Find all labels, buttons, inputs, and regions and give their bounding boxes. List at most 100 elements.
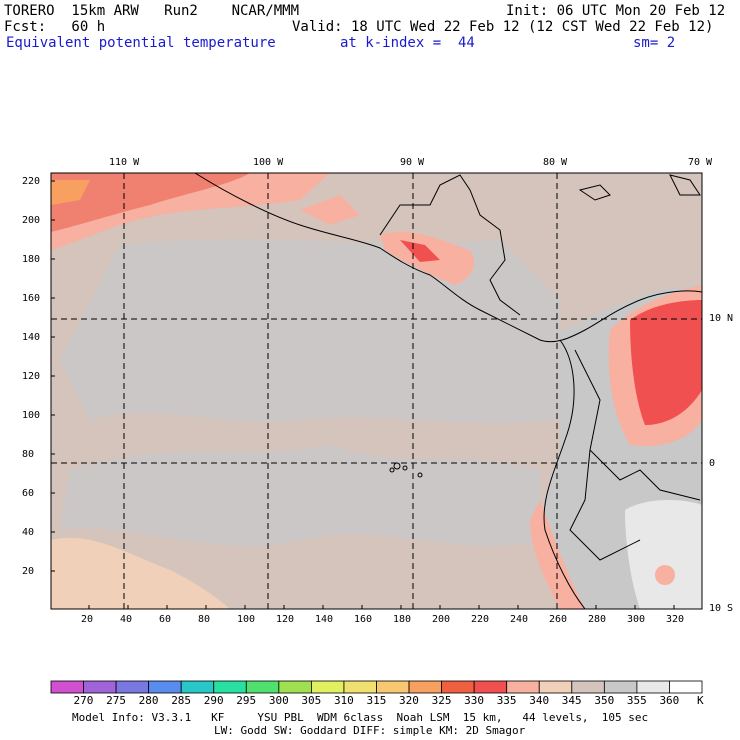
colorbar-cell xyxy=(571,680,605,694)
colorbar-label: 280 xyxy=(138,694,159,707)
high-theta-region xyxy=(625,500,702,609)
y-tick-label: 160 xyxy=(22,293,41,304)
x-tick-label: 100 xyxy=(237,614,256,625)
x-tick-label: 40 xyxy=(120,614,133,625)
colorbar-cell xyxy=(180,680,215,694)
colorbar-cell xyxy=(83,680,117,694)
x-tick-label: 260 xyxy=(549,614,568,625)
colorbar-unit: K xyxy=(697,694,704,707)
y-tick-marks xyxy=(51,180,55,572)
x-tick-label: 80 xyxy=(198,614,211,625)
x-tick-label: 220 xyxy=(471,614,490,625)
colorbar-label: 290 xyxy=(203,694,224,707)
colorbar-label: 335 xyxy=(496,694,517,707)
colorbar-cell xyxy=(636,680,670,694)
y-tick-label: 120 xyxy=(22,371,41,382)
warm-patch xyxy=(300,195,360,225)
colorbar-cell xyxy=(50,680,84,694)
lon-label-90w: 90 W xyxy=(400,157,425,168)
colorbar-label: 295 xyxy=(236,694,257,707)
x-tick-label: 240 xyxy=(510,614,529,625)
colorbar-cell xyxy=(538,680,573,694)
y-tick-label: 60 xyxy=(22,488,35,499)
lon-label-70w: 70 W xyxy=(688,157,713,168)
x-tick-label: 20 xyxy=(81,614,94,625)
lat-label-10n: 10 N xyxy=(709,313,734,324)
smoothing-info: sm= 2 xyxy=(633,35,676,51)
colorbar-label: 275 xyxy=(106,694,126,707)
warm-band-east xyxy=(630,300,702,425)
lon-label-110w: 110 W xyxy=(109,157,140,168)
warm-band xyxy=(51,173,250,232)
galapagos-island xyxy=(402,465,408,471)
colorbar-cell xyxy=(310,680,345,694)
x-tick-label: 300 xyxy=(627,614,646,625)
colorbar-cell xyxy=(473,680,508,694)
colorbar-cell xyxy=(115,680,150,694)
lat-label-0: 0 xyxy=(709,458,716,469)
colorbar-cell xyxy=(376,680,410,694)
galapagos-island xyxy=(417,472,423,478)
colorbar-label: 285 xyxy=(171,694,192,707)
x-tick-marks xyxy=(88,605,675,609)
colorbar-cell xyxy=(669,680,703,694)
colorbar-label: 310 xyxy=(333,694,354,707)
colorbar-cell xyxy=(213,680,247,694)
island xyxy=(578,184,611,201)
coastline xyxy=(569,449,641,561)
y-tick-label: 140 xyxy=(22,332,41,343)
y-tick-label: 180 xyxy=(22,254,41,265)
x-tick-label: 200 xyxy=(432,614,451,625)
model-info: Model Info: V3.3.1 KF YSU PBL WDM 6class… xyxy=(72,711,649,724)
colorbar-cell xyxy=(245,680,280,694)
colorbar-cell xyxy=(148,680,182,694)
colorbar-label: 345 xyxy=(561,694,582,707)
x-tick-label: 140 xyxy=(315,614,334,625)
x-tick-label: 180 xyxy=(393,614,412,625)
y-tick-label: 220 xyxy=(22,176,41,187)
galapagos-island xyxy=(389,467,395,473)
lon-label-100w: 100 W xyxy=(253,157,284,168)
colorbar-label: 360 xyxy=(659,694,680,707)
forecast-hour: Fcst: 60 h xyxy=(4,19,106,35)
lat-label-10s: 10 S xyxy=(709,603,734,614)
warm-patch xyxy=(400,240,440,262)
island xyxy=(669,174,701,196)
colorbar-label: 315 xyxy=(366,694,387,707)
colorbar-label: 270 xyxy=(73,694,94,707)
colorbar-cell xyxy=(408,680,442,694)
colorbar-label: 305 xyxy=(301,694,322,707)
colorbar-label: 350 xyxy=(594,694,615,707)
y-tick-label: 200 xyxy=(22,215,41,226)
warm-patch xyxy=(51,537,230,609)
coastline xyxy=(194,173,702,343)
valid-time: Valid: 18 UTC Wed 22 Feb 12 (12 CST Wed … xyxy=(292,19,714,35)
colorbar-cell xyxy=(278,680,312,694)
colorbar-cell xyxy=(343,680,377,694)
coastline xyxy=(379,174,521,316)
warm-band xyxy=(51,180,90,205)
level-info: at k-index = 44 xyxy=(340,35,475,51)
colorbar-label: 340 xyxy=(529,694,550,707)
coastline xyxy=(574,349,701,501)
x-tick-label: 60 xyxy=(159,614,172,625)
colorbar-label: 330 xyxy=(464,694,485,707)
colorbar-label: 320 xyxy=(399,694,419,707)
y-tick-label: 80 xyxy=(22,449,35,460)
coastline xyxy=(543,339,586,609)
model-title: TORERO 15km ARW Run2 NCAR/MMM xyxy=(4,3,300,19)
x-tick-label: 120 xyxy=(276,614,295,625)
y-tick-label: 20 xyxy=(22,566,35,577)
field-name: Equivalent potential temperature xyxy=(6,35,276,51)
grey-region xyxy=(60,445,540,546)
map-frame xyxy=(50,172,703,610)
x-tick-label: 320 xyxy=(666,614,685,625)
x-tick-label: 160 xyxy=(354,614,373,625)
colorbar-label: 325 xyxy=(431,694,452,707)
warm-spot xyxy=(655,565,675,585)
colorbar-label: 300 xyxy=(268,694,289,707)
colorbar-cell xyxy=(441,680,475,694)
colorbar-cell xyxy=(506,680,540,694)
x-tick-label: 280 xyxy=(588,614,607,625)
